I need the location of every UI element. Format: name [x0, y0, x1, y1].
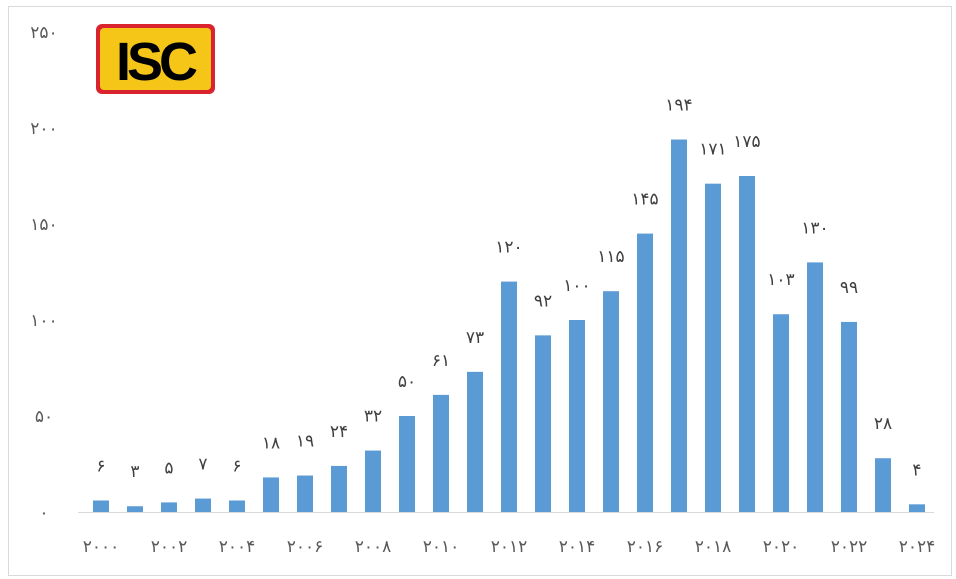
- y-tick-label: ۱۰۰: [30, 311, 57, 331]
- y-tick-label: ۵۰: [35, 407, 53, 427]
- data-label: ۱۷۱: [699, 140, 726, 160]
- data-label: ۱۰۳: [767, 270, 794, 290]
- y-tick-label: ۰: [39, 503, 48, 523]
- bar-2007: [331, 465, 347, 512]
- y-tick-label: ۱۵۰: [30, 215, 57, 235]
- y-tick-label: ۲۰۰: [30, 119, 57, 139]
- data-label: ۵۰: [398, 372, 416, 392]
- x-tick-label: ۲۰۱۴: [559, 537, 596, 557]
- data-label: ۶: [232, 456, 241, 476]
- x-axis: ۲۰۰۰ ۲۰۰۲ ۲۰۰۴ ۲۰۰۶ ۲۰۰۸ ۲۰۱۰ ۲۰۱۲ ۲۰۱۴ ۲۰۱۶ ۲۰۱۸…: [83, 537, 936, 557]
- data-label: ۷۳: [466, 328, 484, 348]
- bar-2009: [399, 416, 415, 512]
- bar-2021: [807, 262, 823, 512]
- data-label: ۱۲۰: [495, 238, 522, 258]
- data-label: ۱۳۰: [801, 218, 828, 238]
- x-tick-label: ۲۰۰۲: [151, 537, 188, 557]
- isc-logo: ISC: [96, 24, 215, 94]
- data-label: ۶: [96, 456, 105, 476]
- bar-2018: [705, 183, 721, 512]
- bar-2010: [433, 394, 449, 512]
- data-label: ۳۲: [364, 407, 382, 427]
- data-label: ۶۱: [432, 351, 450, 371]
- bar-2008: [365, 450, 381, 512]
- bar-2003: [195, 498, 211, 512]
- data-label: ۱۰۰: [563, 276, 590, 296]
- bar-2014: [569, 320, 585, 512]
- bar-2020: [773, 314, 789, 512]
- bar-2011: [467, 371, 483, 512]
- bars: [93, 139, 925, 512]
- x-tick-label: ۲۰۱۸: [695, 537, 732, 557]
- data-label: ۱۹۴: [665, 96, 692, 116]
- bar-2024: [909, 504, 925, 512]
- bar-2002: [161, 502, 177, 512]
- data-label: ۲۴: [330, 422, 348, 442]
- data-label: ۹۲: [534, 291, 552, 311]
- x-tick-label: ۲۰۰۸: [355, 537, 392, 557]
- bar-2015: [603, 291, 619, 512]
- data-label: ۱۱۵: [597, 247, 624, 267]
- bar-2012: [501, 281, 517, 512]
- data-label: ۲۸: [874, 414, 892, 434]
- x-tick-label: ۲۰۰۴: [219, 537, 256, 557]
- bar-2001: [127, 506, 143, 512]
- data-label: ۱۹: [296, 432, 314, 452]
- x-tick-label: ۲۰۰۶: [287, 537, 324, 557]
- x-tick-label: ۲۰۲۰: [763, 537, 800, 557]
- bar-2017: [671, 139, 687, 512]
- data-label: ۱۷۵: [733, 132, 760, 152]
- x-tick-label: ۲۰۱۶: [627, 537, 664, 557]
- bar-2013: [535, 335, 551, 512]
- bar-2000: [93, 500, 109, 512]
- data-label: ۷: [198, 455, 207, 475]
- logo-background: [100, 28, 211, 90]
- data-label: ۱۸: [262, 433, 280, 453]
- bar-2004: [229, 500, 245, 512]
- x-tick-label: ۲۰۱۰: [423, 537, 460, 557]
- bar-2023: [875, 458, 891, 512]
- x-tick-label: ۲۰۱۲: [491, 537, 528, 557]
- data-label: ۹۹: [840, 278, 858, 298]
- data-label: ۱۴۵: [631, 190, 658, 210]
- data-label: ۵: [164, 458, 173, 478]
- y-tick-label: ۲۵۰: [30, 23, 57, 43]
- x-tick-label: ۲۰۰۰: [83, 537, 120, 557]
- bar-2022: [841, 321, 857, 512]
- data-label: ۴: [912, 460, 921, 480]
- y-axis: ۰ ۵۰ ۱۰۰ ۱۵۰ ۲۰۰ ۲۵۰: [30, 23, 57, 523]
- x-tick-label: ۲۰۲۴: [899, 537, 936, 557]
- x-tick-label: ۲۰۲۲: [831, 537, 868, 557]
- logo-text: ISC: [116, 32, 197, 92]
- bar-2006: [297, 475, 313, 512]
- bar-2019: [739, 176, 755, 512]
- data-label: ۳: [130, 462, 139, 482]
- data-labels: ۶ ۳ ۵ ۷ ۶ ۱۸ ۱۹ ۲۴ ۳۲ ۵۰ ۶۱ ۷۳ ۱۲۰ ۹۲ ۱۰۰ ۱۱۵ ۱۴۵ ۱۹۴ ۱۷۱ ۱…: [96, 96, 921, 483]
- bar-2016: [637, 233, 653, 512]
- bar-2005: [263, 477, 279, 512]
